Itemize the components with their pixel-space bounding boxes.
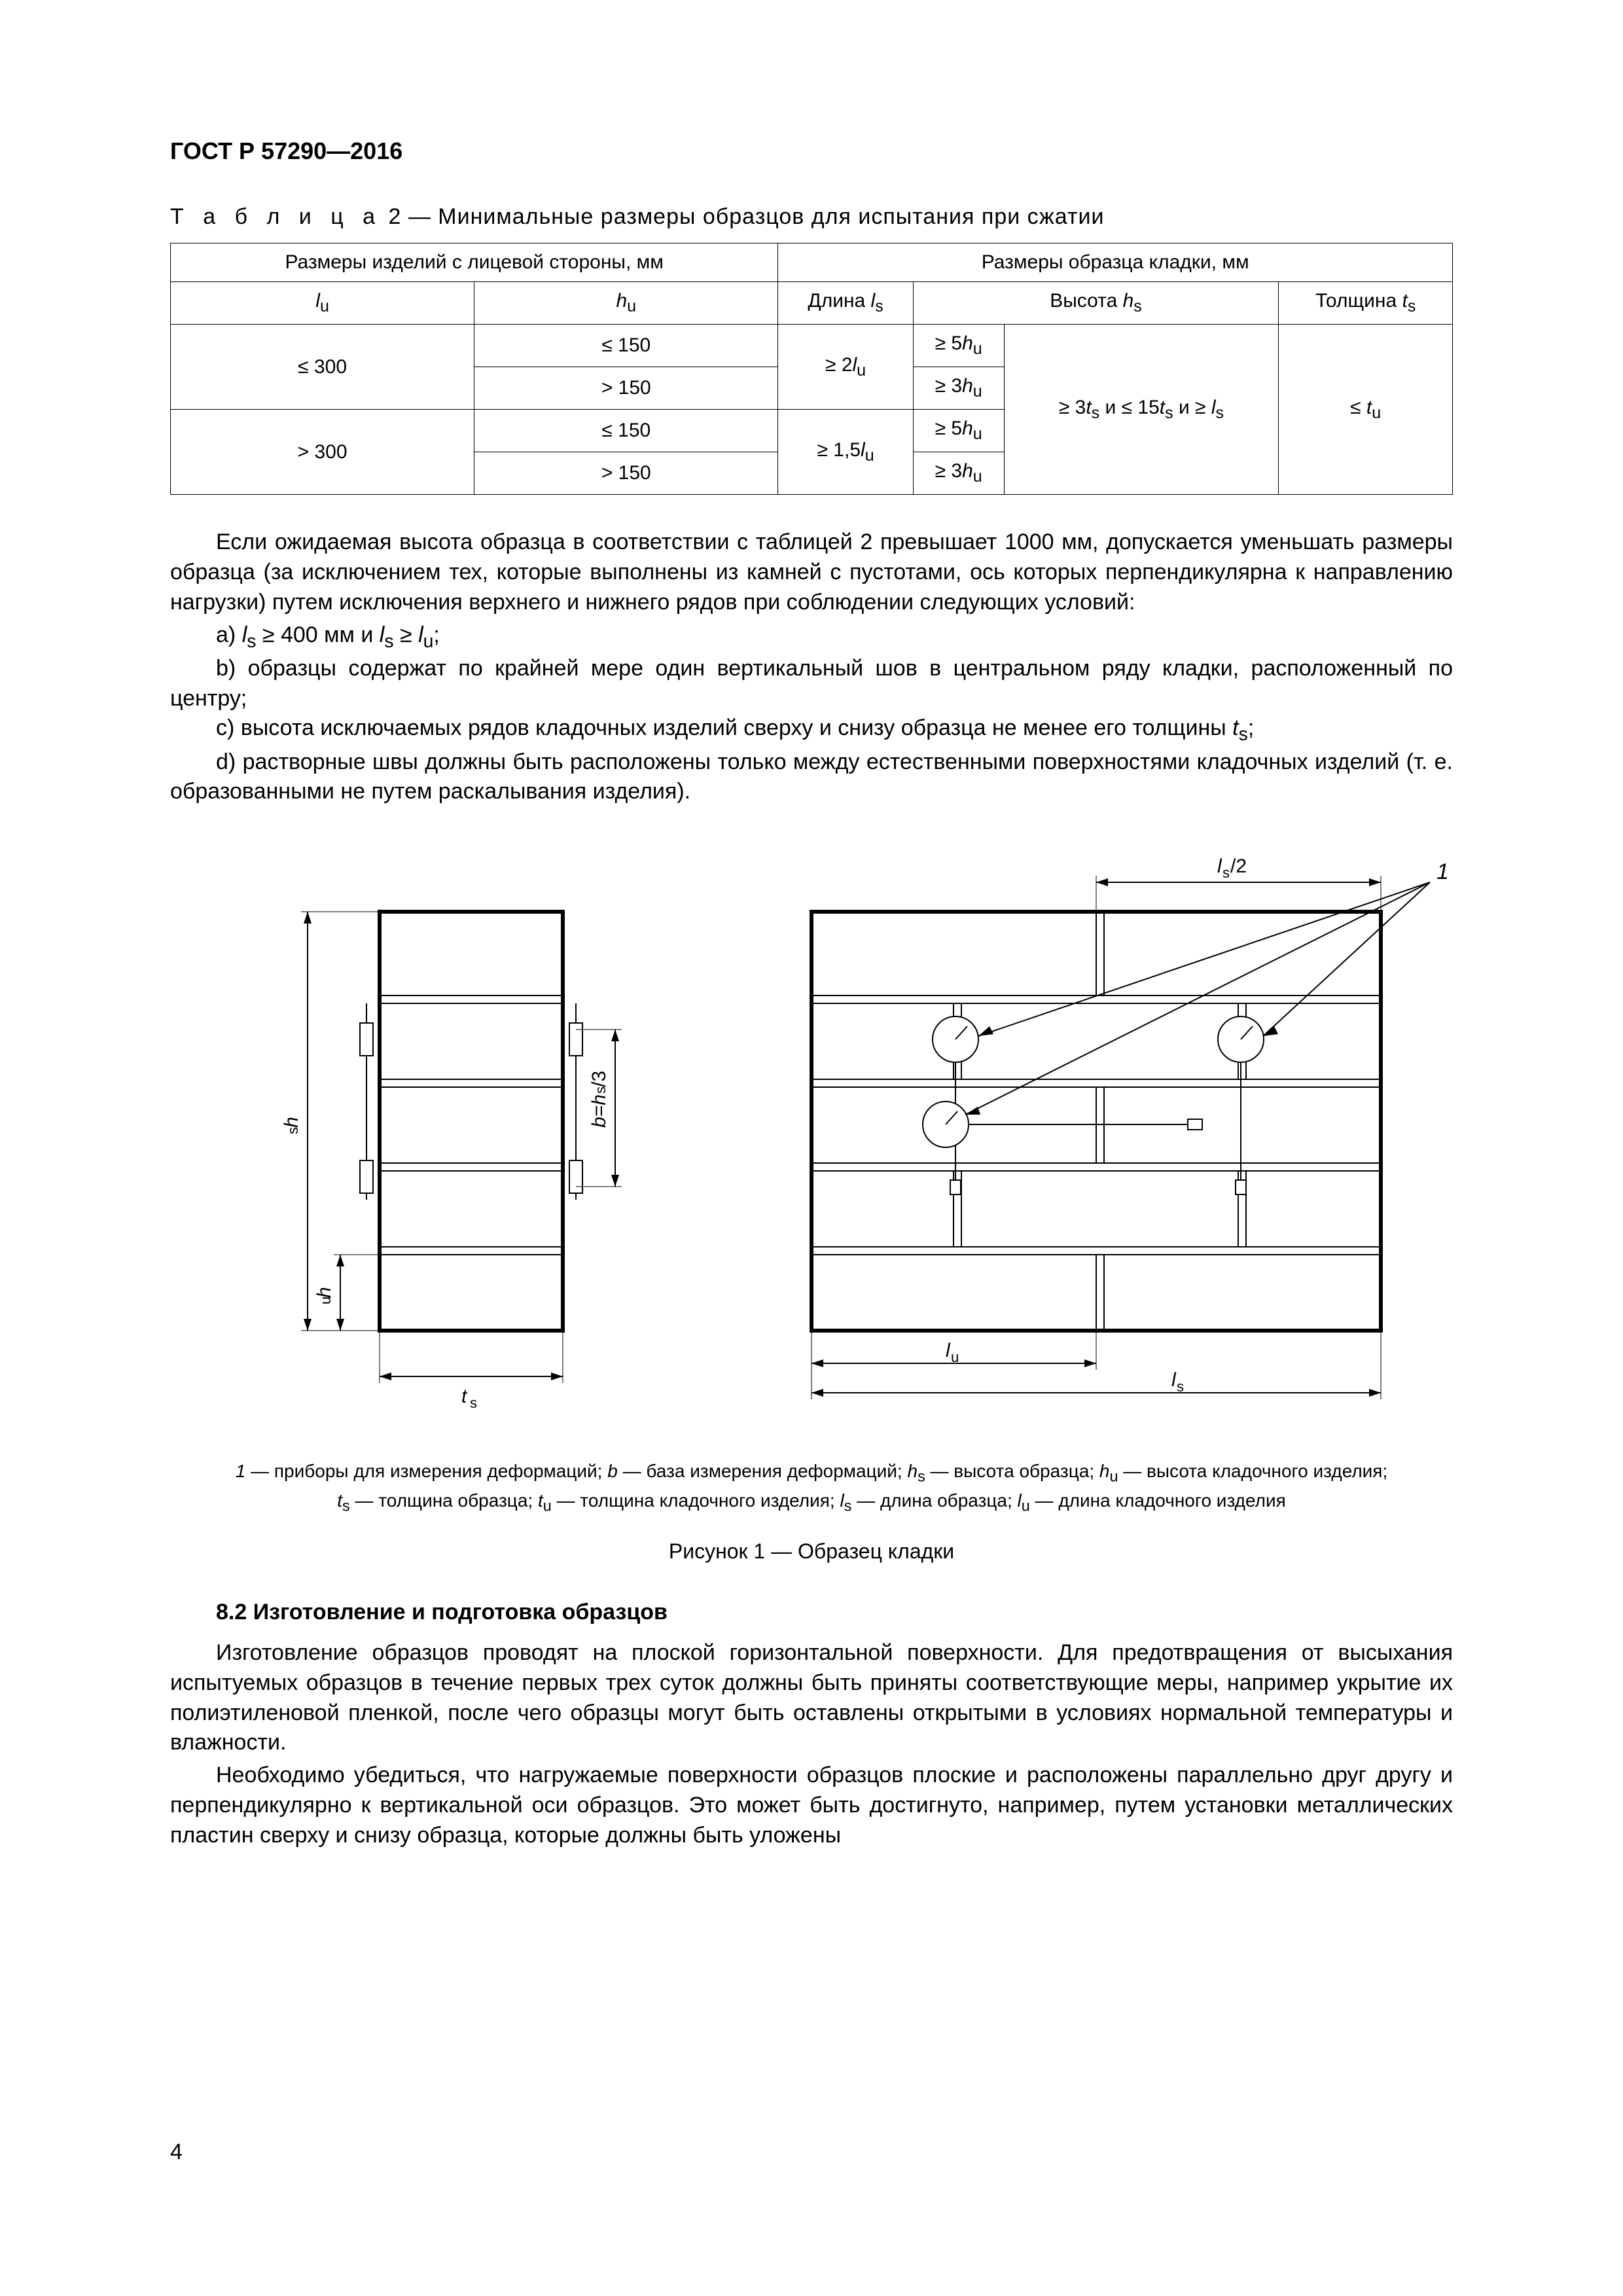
svg-text:h: h (313, 1287, 335, 1299)
svg-text:u: u (317, 1297, 334, 1304)
th-lu: lu (171, 282, 474, 325)
cell-h-2b: ≥ 3hu (913, 452, 1004, 495)
para-2: Изготовление образцов проводят на плоско… (170, 1638, 1453, 1759)
svg-text:l: l (946, 1340, 951, 1361)
item-c: c) высота исключаемых рядов кладочных из… (170, 713, 1453, 747)
svg-text:s: s (1177, 1378, 1184, 1395)
section-heading: 8.2 Изготовление и подготовка образцов (170, 1600, 1453, 1625)
svg-text:l: l (1217, 855, 1222, 877)
figure-svg: h s h u b=h s /3 (170, 833, 1453, 1435)
cell-thick: ≤ tu (1279, 325, 1453, 495)
cell-h-2a: ≥ 5hu (913, 410, 1004, 452)
cell-lu-1: ≤ 300 (171, 325, 474, 410)
svg-text:s: s (285, 1127, 301, 1134)
th-masonry-dims: Размеры образца кладки, мм (778, 243, 1453, 282)
svg-text:s: s (470, 1395, 477, 1411)
cell-h-1a: ≥ 5hu (913, 325, 1004, 367)
svg-text:l: l (1171, 1369, 1177, 1391)
svg-text:s: s (1222, 865, 1230, 881)
th-hu: hu (474, 282, 778, 325)
th-face-dims: Размеры изделий с лицевой стороны, мм (171, 243, 778, 282)
figure-1: h s h u b=h s /3 (170, 833, 1453, 1564)
svg-text:/3: /3 (588, 1071, 610, 1087)
svg-text:b=h: b=h (588, 1094, 610, 1128)
svg-text:u: u (951, 1349, 959, 1365)
figure-title: Рисунок 1 — Образец кладки (170, 1539, 1453, 1564)
cell-hu-1a: ≤ 150 (474, 325, 778, 367)
body-text-block-1: Если ожидаемая высота образца в соответс… (170, 528, 1453, 807)
th-thick: Толщина ts (1279, 282, 1453, 325)
figure-caption: 1 — приборы для измерения деформаций; b … (170, 1458, 1453, 1516)
th-height: Высота hs (913, 282, 1279, 325)
table-caption-rest: 2 — Минимальные размеры образцов для исп… (382, 204, 1104, 229)
cell-hu-2b: > 150 (474, 452, 778, 495)
body-text-block-2: Изготовление образцов проводят на плоско… (170, 1638, 1453, 1851)
cell-hu-2a: ≤ 150 (474, 410, 778, 452)
para-intro: Если ожидаемая высота образца в соответс… (170, 528, 1453, 618)
th-len: Длина ls (778, 282, 913, 325)
dimensions-table: Размеры изделий с лицевой стороны, мм Ра… (170, 243, 1453, 495)
svg-text:/2: /2 (1230, 855, 1247, 877)
cell-len-2: ≥ 1,5lu (778, 410, 913, 495)
svg-text:t: t (461, 1386, 468, 1407)
para-3: Необходимо убедиться, что нагружаемые по… (170, 1761, 1453, 1851)
item-b: b) образцы содержат по крайней мере один… (170, 654, 1453, 714)
doc-header: ГОСТ Р 57290—2016 (170, 137, 1453, 165)
item-d: d) растворные швы должны быть расположен… (170, 747, 1453, 808)
cell-h-1b: ≥ 3hu (913, 367, 1004, 410)
svg-text:h: h (281, 1117, 302, 1128)
svg-text:1: 1 (1436, 859, 1449, 884)
page-number: 4 (170, 2140, 183, 2165)
cell-hu-1b: > 150 (474, 367, 778, 410)
cell-lu-2: > 300 (171, 410, 474, 495)
item-a: a) ls ≥ 400 мм и ls ≥ lu; (170, 620, 1453, 654)
cell-len-1: ≥ 2lu (778, 325, 913, 410)
cell-hb: ≥ 3ts и ≤ 15ts и ≥ ls (1004, 325, 1279, 495)
table-caption: Т а б л и ц а 2 — Минимальные размеры об… (170, 204, 1453, 230)
table-caption-prefix: Т а б л и ц а (170, 204, 382, 229)
